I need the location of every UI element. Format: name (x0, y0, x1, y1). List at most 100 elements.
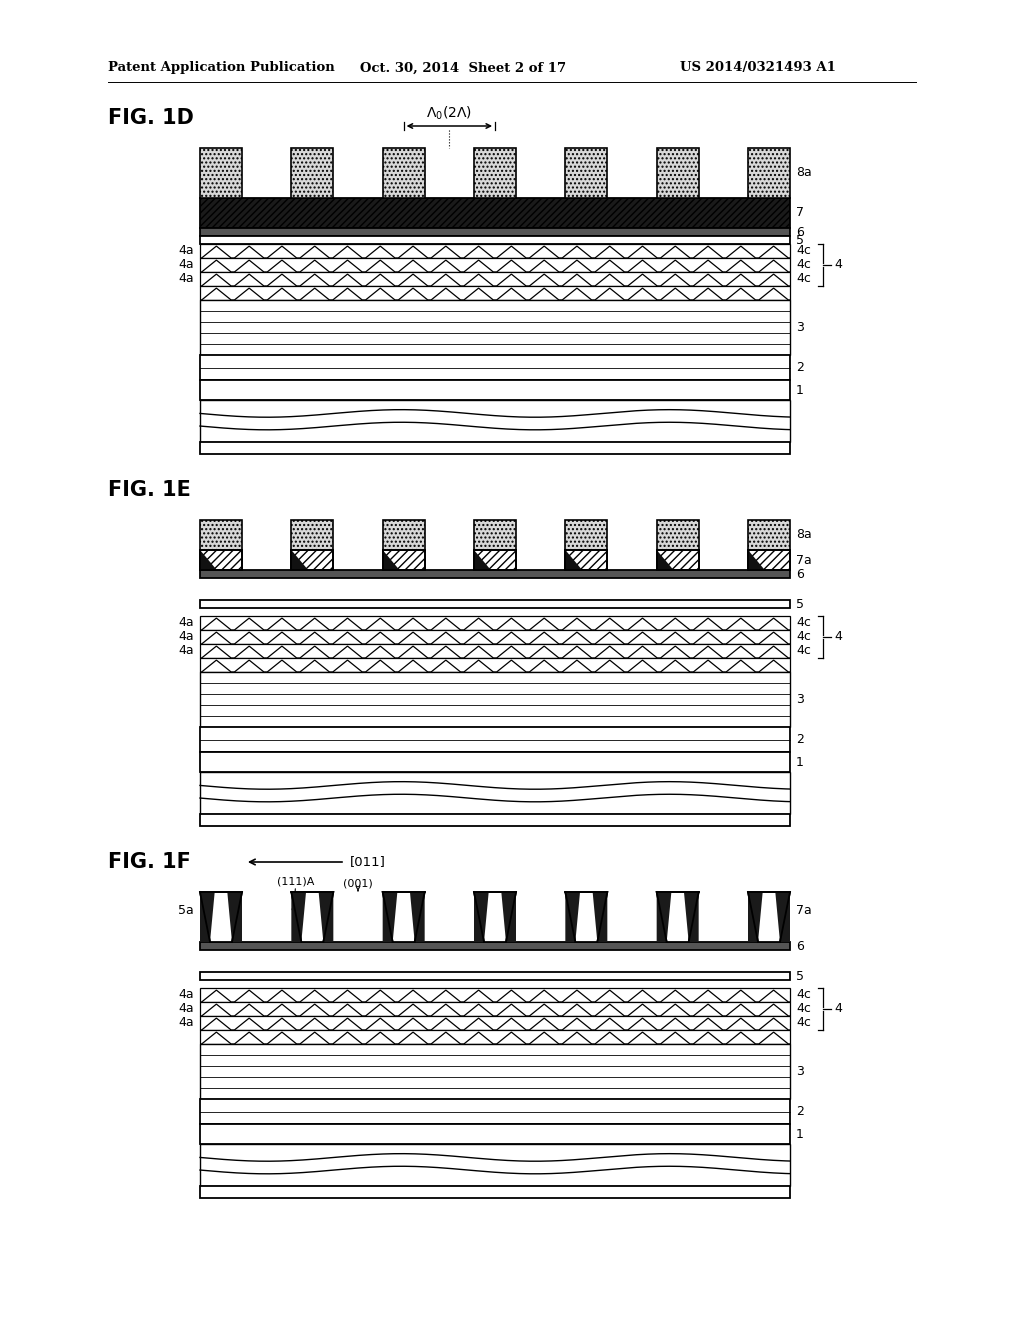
Polygon shape (410, 892, 425, 942)
Bar (200, 520, 242, 550)
Polygon shape (656, 550, 674, 570)
Text: 2: 2 (796, 1105, 804, 1118)
Polygon shape (684, 892, 698, 942)
Bar (200, 942, 790, 950)
Text: US 2014/0321493 A1: US 2014/0321493 A1 (680, 62, 836, 74)
Polygon shape (748, 892, 763, 942)
Bar (565, 520, 607, 550)
Text: 6: 6 (796, 226, 804, 239)
Text: 5: 5 (796, 234, 804, 247)
Bar (200, 286, 790, 300)
Bar (656, 550, 698, 570)
Polygon shape (227, 892, 242, 942)
Text: 4c: 4c (796, 244, 811, 257)
Bar (474, 550, 516, 570)
Bar (200, 657, 790, 672)
Polygon shape (318, 892, 334, 942)
Bar (200, 772, 790, 814)
Text: 4a: 4a (178, 631, 194, 644)
Bar (200, 300, 790, 355)
Text: Oct. 30, 2014  Sheet 2 of 17: Oct. 30, 2014 Sheet 2 of 17 (360, 62, 566, 74)
Polygon shape (502, 892, 516, 942)
Bar (656, 520, 698, 550)
Text: 4c: 4c (796, 616, 811, 630)
Text: 1: 1 (796, 1127, 804, 1140)
Text: 3: 3 (796, 321, 804, 334)
Bar (200, 644, 790, 657)
Text: 4a: 4a (178, 989, 194, 1002)
Text: 4c: 4c (796, 1016, 811, 1030)
Bar (748, 550, 790, 570)
Polygon shape (565, 550, 582, 570)
Bar (383, 550, 425, 570)
Text: 8a: 8a (796, 528, 812, 541)
Text: 1: 1 (796, 384, 804, 396)
Bar (200, 752, 790, 772)
Polygon shape (748, 892, 790, 942)
Text: 8a: 8a (796, 166, 812, 180)
Text: Patent Application Publication: Patent Application Publication (108, 62, 335, 74)
Bar (200, 272, 790, 286)
Bar (200, 987, 790, 1002)
Text: 4c: 4c (796, 631, 811, 644)
Bar (200, 1144, 790, 1185)
Text: 4a: 4a (178, 1002, 194, 1015)
Bar (200, 814, 790, 826)
Text: 7: 7 (796, 206, 804, 219)
Text: 1: 1 (796, 755, 804, 768)
Bar (200, 630, 790, 644)
Text: 4a: 4a (178, 272, 194, 285)
Polygon shape (474, 892, 516, 942)
Bar (200, 236, 790, 244)
Bar (200, 1002, 790, 1016)
Polygon shape (383, 892, 425, 942)
Polygon shape (656, 892, 672, 942)
Bar (656, 148, 698, 198)
Bar (200, 257, 790, 272)
Text: 4a: 4a (178, 616, 194, 630)
Bar (200, 400, 790, 442)
Polygon shape (593, 892, 607, 942)
Bar (200, 601, 790, 609)
Text: 4c: 4c (796, 989, 811, 1002)
Text: 4c: 4c (796, 272, 811, 285)
Bar (200, 1016, 790, 1030)
Polygon shape (565, 892, 580, 942)
Polygon shape (200, 892, 242, 942)
Bar (200, 355, 790, 380)
Bar (200, 1100, 790, 1125)
Text: 3: 3 (796, 1065, 804, 1078)
Bar (200, 1125, 790, 1144)
Text: $\Lambda_0(2\Lambda)$: $\Lambda_0(2\Lambda)$ (426, 104, 472, 121)
Text: 4a: 4a (178, 244, 194, 257)
Text: 4: 4 (834, 631, 842, 644)
Polygon shape (565, 892, 607, 942)
Bar (200, 672, 790, 727)
Bar (565, 148, 607, 198)
Text: 2: 2 (796, 733, 804, 746)
Bar (200, 550, 242, 570)
Bar (200, 244, 790, 257)
Bar (748, 148, 790, 198)
Text: 4a: 4a (178, 644, 194, 657)
Text: 4c: 4c (796, 644, 811, 657)
Text: 7a: 7a (796, 553, 812, 566)
Polygon shape (292, 892, 306, 942)
Bar (200, 148, 242, 198)
Bar (200, 442, 790, 454)
Text: (001): (001) (343, 878, 373, 888)
Bar (200, 972, 790, 979)
Bar (200, 380, 790, 400)
Text: 4a: 4a (178, 1016, 194, 1030)
Bar (565, 550, 607, 570)
Text: 4c: 4c (796, 1002, 811, 1015)
Bar (474, 520, 516, 550)
Bar (748, 520, 790, 550)
Polygon shape (200, 550, 217, 570)
Bar (292, 550, 334, 570)
Bar (292, 520, 334, 550)
Bar (200, 228, 790, 236)
Text: 4a: 4a (178, 259, 194, 272)
Bar (474, 148, 516, 198)
Bar (200, 1185, 790, 1199)
